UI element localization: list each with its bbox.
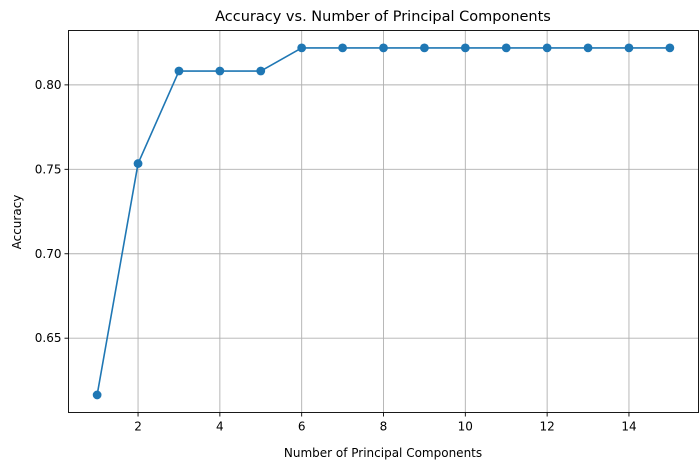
data-point [583, 43, 593, 53]
data-point [542, 43, 552, 53]
data-point [215, 66, 225, 76]
data-point [256, 66, 266, 76]
data-point [501, 43, 511, 53]
ticks: 2 4 6 8 10 12 14 0.65 0.70 0.75 0.80 [35, 78, 637, 434]
data-point [174, 66, 184, 76]
x-tick-label: 2 [134, 420, 142, 434]
series-layer [92, 43, 675, 400]
data-point [624, 43, 634, 53]
x-axis-label: Number of Principal Components [284, 446, 482, 460]
x-tick-label: 8 [380, 420, 388, 434]
data-point [92, 390, 102, 400]
data-point [297, 43, 307, 53]
y-tick-label: 0.65 [35, 331, 62, 345]
x-tick-label: 6 [298, 420, 306, 434]
y-tick-label: 0.80 [35, 78, 62, 92]
y-tick-label: 0.70 [35, 247, 62, 261]
data-point [338, 43, 347, 53]
x-tick-label: 12 [539, 420, 554, 434]
chart-title: Accuracy vs. Number of Principal Compone… [215, 9, 551, 25]
grid [68, 30, 699, 413]
data-point [420, 43, 429, 53]
data-point [665, 43, 675, 53]
x-tick-label: 10 [458, 420, 473, 434]
data-point [379, 43, 388, 53]
y-axis-label: Accuracy [10, 195, 24, 250]
x-tick-label: 4 [216, 420, 224, 434]
data-point [460, 43, 470, 53]
y-tick-label: 0.75 [35, 162, 62, 176]
data-point [133, 159, 143, 168]
x-tick-label: 14 [621, 420, 636, 434]
